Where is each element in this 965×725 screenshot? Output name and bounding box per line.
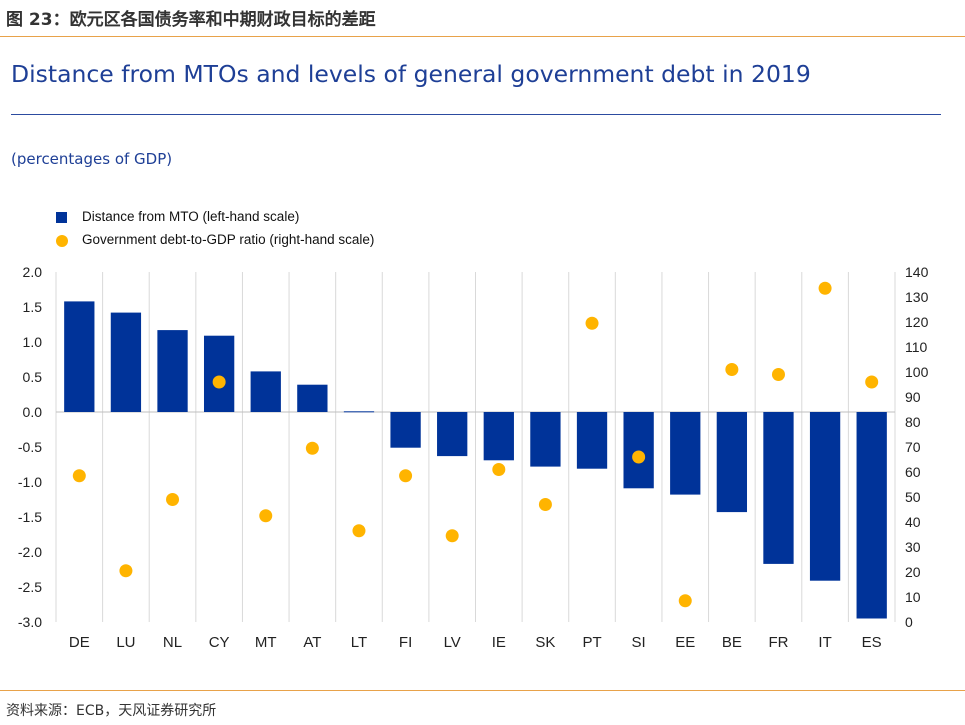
debt-point-ie [492, 463, 506, 476]
debt-point-it [818, 281, 832, 295]
bar-si [623, 412, 654, 489]
x-axis-label-be: BE [722, 634, 742, 651]
x-axis-label-at: AT [303, 634, 321, 651]
debt-point-fr [771, 368, 785, 381]
bar-lt [343, 411, 375, 413]
bar-cy [203, 335, 235, 412]
bar-de [64, 301, 95, 412]
left-axis-tick-label: 2.0 [23, 264, 43, 280]
debt-point-nl [166, 493, 180, 506]
x-axis-label-lt: LT [351, 634, 367, 651]
x-axis-label-it: IT [818, 634, 831, 651]
left-axis-tick-label: -2.0 [18, 544, 42, 560]
left-axis-tick-label: -1.5 [18, 509, 42, 525]
x-axis-label-ie: IE [492, 634, 506, 651]
x-axis-label-si: SI [632, 634, 646, 651]
top-divider [0, 36, 965, 37]
right-axis-tick-label: 140 [905, 264, 929, 280]
left-axis-tick-label: -1.0 [18, 474, 42, 490]
chart-title: Distance from MTOs and levels of general… [11, 60, 811, 88]
report-figure-title: 图 23：欧元区各国债务率和中期财政目标的差距 [6, 10, 376, 30]
right-axis-tick-label: 100 [905, 364, 929, 380]
debt-point-cy [212, 375, 226, 389]
bottom-divider [0, 690, 965, 691]
debt-point-mt [259, 509, 273, 523]
debt-point-lt [352, 524, 366, 538]
debt-point-fi [399, 469, 413, 483]
x-axis-label-de: DE [69, 634, 90, 651]
debt-point-ee [678, 594, 692, 608]
bar-es [856, 412, 887, 619]
left-axis-tick-label: 0.0 [23, 404, 43, 420]
dot-swatch-icon [56, 235, 68, 247]
bar-ie [483, 412, 514, 461]
debt-point-pt [585, 316, 599, 330]
x-axis-label-nl: NL [163, 634, 182, 651]
right-axis-tick-label: 90 [905, 389, 921, 405]
bar-ee [670, 412, 701, 495]
bar-fi [390, 412, 421, 448]
right-axis-tick-label: 10 [905, 589, 921, 605]
chart-plot: 2.0 1.5 1.0 0.5 0.0 -0.5 -1.0 -1.5 -2.0 -2.5 -3.0 1… [18, 264, 929, 651]
bar-at [297, 384, 328, 412]
bar-be [716, 412, 748, 513]
left-axis-tick-label: 0.5 [23, 369, 43, 385]
x-axis-label-fi: FI [399, 634, 412, 651]
bar-pt [576, 412, 608, 469]
x-axis-label-es: ES [862, 634, 882, 651]
left-axis-tick-label: 1.5 [23, 299, 43, 315]
bar-mt [250, 371, 281, 412]
bar-lv [437, 412, 468, 457]
x-axis-label-fr: FR [768, 634, 788, 651]
right-axis-tick-label: 30 [905, 539, 921, 555]
right-axis-tick-label: 110 [905, 339, 928, 355]
right-axis-tick-label: 20 [905, 564, 921, 580]
debt-point-sk [538, 498, 552, 511]
right-axis-tick-label: 120 [905, 314, 929, 330]
x-axis-label-lu: LU [116, 634, 135, 651]
debt-point-at [305, 441, 319, 455]
right-axis-tick-label: 0 [905, 614, 913, 630]
legend-label-dots: Government debt-to-GDP ratio (right-hand… [82, 232, 375, 247]
source-note: 资料来源：ECB，天风证券研究所 [6, 703, 217, 719]
chart-subtitle: (percentages of GDP) [11, 150, 173, 168]
bar-lu [110, 312, 142, 412]
bar-fr [763, 412, 794, 564]
right-axis-tick-label: 130 [905, 289, 929, 305]
debt-point-lu [119, 564, 133, 578]
bar-it [809, 412, 841, 581]
title-underline [11, 114, 941, 115]
legend-label-bars: Distance from MTO (left-hand scale) [82, 209, 300, 224]
right-axis-tick-label: 40 [905, 514, 921, 530]
debt-point-si [632, 450, 646, 464]
right-axis-tick-label: 70 [905, 439, 921, 455]
x-axis-label-lv: LV [444, 634, 461, 651]
x-axis-label-ee: EE [675, 634, 695, 651]
debt-point-be [725, 363, 739, 376]
bar-nl [157, 330, 188, 412]
bar-sk [530, 412, 561, 467]
left-axis-tick-label: -0.5 [18, 439, 42, 455]
x-axis-label-cy: CY [209, 634, 230, 651]
x-axis-label-pt: PT [582, 634, 601, 651]
x-axis-label-sk: SK [535, 634, 555, 651]
bar-swatch-icon [56, 212, 67, 223]
debt-point-es [865, 375, 879, 389]
x-axis-label-mt: MT [255, 634, 277, 651]
right-axis-tick-label: 50 [905, 489, 921, 505]
debt-point-lv [445, 529, 459, 543]
right-axis-tick-label: 80 [905, 414, 921, 430]
left-axis-tick-label: -3.0 [18, 614, 42, 630]
left-axis-tick-label: 1.0 [23, 334, 43, 350]
right-axis-tick-label: 60 [905, 464, 921, 480]
left-axis-tick-label: -2.5 [18, 579, 42, 595]
debt-point-de [72, 469, 86, 483]
